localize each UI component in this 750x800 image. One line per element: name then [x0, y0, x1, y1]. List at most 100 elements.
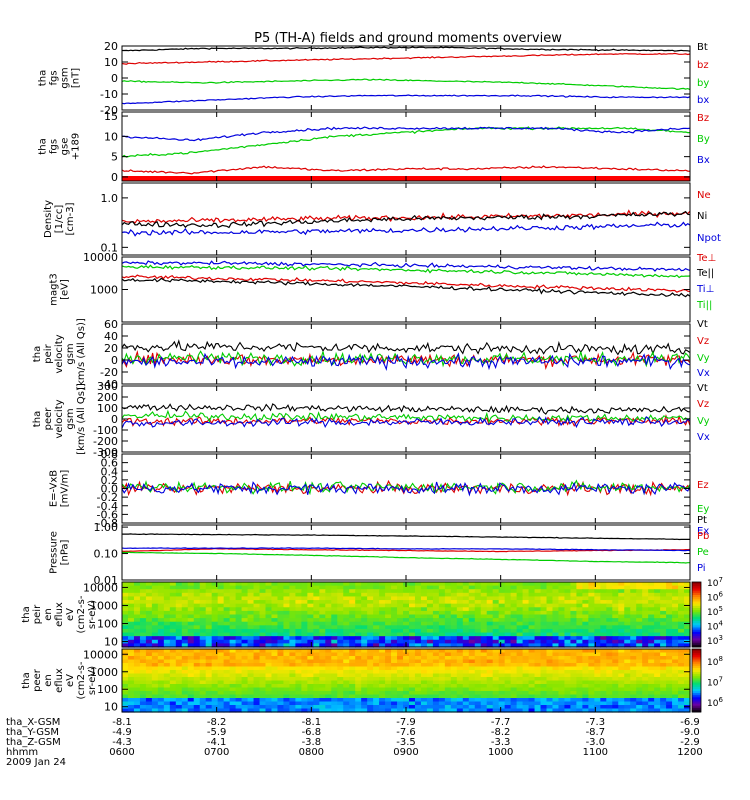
- spectrogram-cell: [211, 621, 219, 626]
- spectrogram-cell: [187, 632, 195, 637]
- spectrogram-cell: [468, 694, 476, 699]
- spectrogram-cell: [337, 708, 344, 713]
- spectrogram-cell: [660, 621, 667, 626]
- spectrogram-cell: [133, 621, 141, 626]
- spectrogram-cell: [163, 639, 171, 644]
- spectrogram-cell: [361, 705, 368, 710]
- spectrogram-cell: [331, 600, 338, 605]
- spectrogram-cell: [163, 596, 171, 601]
- spectrogram-cell: [414, 585, 422, 590]
- spectrogram-cell: [654, 652, 661, 657]
- spectrogram-cell: [534, 589, 542, 594]
- spectrogram-cell: [498, 701, 506, 706]
- spectrogram-cell: [331, 666, 338, 671]
- spectrogram-cell: [582, 639, 589, 644]
- x-row-value: 0800: [299, 747, 324, 758]
- spectrogram-cell: [235, 614, 243, 619]
- spectrogram-cell: [193, 687, 201, 692]
- spectrogram-cell: [283, 618, 291, 623]
- spectrogram-cell: [313, 659, 320, 664]
- spectrogram-cell: [564, 643, 572, 648]
- spectrogram-cell: [187, 691, 195, 696]
- spectrogram-cell: [397, 592, 404, 598]
- spectrogram-cell: [133, 585, 141, 590]
- spectrogram-cell: [361, 670, 368, 675]
- spectrogram-cell: [379, 698, 386, 703]
- spectrogram-cell: [432, 677, 440, 682]
- spectrogram-cell: [420, 673, 428, 678]
- spectrogram-cell: [229, 656, 237, 661]
- spectrogram-cell: [438, 705, 446, 710]
- y-axis-label-line: gse: [60, 138, 71, 156]
- spectrogram-cell: [133, 694, 141, 699]
- spectrogram-cell: [325, 625, 332, 630]
- spectrogram-cell: [450, 607, 458, 612]
- spectrogram-cell: [468, 652, 476, 657]
- spectrogram-cell: [612, 687, 619, 692]
- spectrogram-cell: [391, 618, 398, 623]
- spectrogram-cell: [414, 592, 422, 598]
- spectrogram-cell: [133, 705, 141, 710]
- spectrogram-cell: [289, 659, 296, 664]
- spectrogram-cell: [397, 694, 404, 699]
- spectrogram-cell: [175, 643, 183, 648]
- spectrogram-cell: [205, 649, 213, 654]
- spectrogram-cell: [654, 659, 661, 664]
- spectrogram-cell: [229, 607, 237, 612]
- spectrogram-cell: [301, 621, 308, 626]
- spectrogram-cell: [211, 582, 219, 587]
- spectrogram-cell: [570, 621, 577, 626]
- spectrogram-cell: [271, 691, 279, 696]
- spectrogram-cell: [223, 663, 231, 668]
- spectrogram-cell: [367, 603, 374, 608]
- spectrogram-cell: [211, 639, 219, 644]
- spectrogram-cell: [408, 656, 416, 661]
- spectrogram-cell: [624, 639, 631, 644]
- spectrogram-cell: [337, 705, 344, 710]
- spectrogram-cell: [307, 603, 314, 608]
- spectrogram-cell: [492, 643, 500, 648]
- spectrogram-cell: [684, 708, 691, 713]
- spectrogram-cell: [576, 585, 583, 590]
- spectrogram-cell: [678, 618, 685, 623]
- spectrogram-cell: [205, 673, 213, 678]
- colorbar-segment: [692, 584, 701, 587]
- spectrogram-cell: [271, 632, 279, 637]
- spectrogram-cell: [325, 663, 332, 668]
- spectrogram-cell: [259, 614, 267, 619]
- spectrogram-cell: [307, 677, 314, 682]
- colorbar-segment: [692, 686, 701, 690]
- spectrogram-cell: [283, 691, 291, 696]
- spectrogram-cell: [606, 610, 613, 616]
- spectrogram-cell: [492, 589, 500, 594]
- spectrogram-cell: [510, 677, 518, 682]
- spectrogram-cell: [157, 596, 165, 601]
- spectrogram-cell: [684, 636, 691, 641]
- spectrogram-cell: [594, 592, 601, 598]
- spectrogram-cell: [594, 582, 601, 587]
- spectrogram-cell: [367, 649, 374, 654]
- spectrogram-cell: [373, 708, 380, 713]
- spectrogram-cell: [271, 649, 279, 654]
- spectrogram-cell: [385, 592, 392, 598]
- spectrogram-cell: [510, 639, 518, 644]
- spectrogram-cell: [355, 600, 362, 605]
- spectrogram-cell: [319, 603, 326, 608]
- spectrogram-cell: [355, 585, 362, 590]
- spectrogram-cell: [289, 592, 296, 598]
- spectrogram-cell: [379, 684, 386, 689]
- spectrogram-cell: [265, 618, 273, 623]
- spectrogram-cell: [373, 663, 380, 668]
- spectrogram-cell: [181, 708, 189, 713]
- spectrogram-cell: [229, 673, 237, 678]
- spectrogram-cell: [205, 691, 213, 696]
- series-line-vt: [121, 403, 691, 415]
- spectrogram-cell: [468, 589, 476, 594]
- spectrogram-cell: [534, 705, 542, 710]
- spectrogram-cell: [642, 659, 649, 664]
- spectrogram-cell: [253, 698, 261, 703]
- spectrogram-cell: [385, 607, 392, 612]
- spectrogram-cell: [397, 636, 404, 641]
- spectrogram-cell: [277, 610, 285, 616]
- spectrogram-cell: [241, 680, 249, 685]
